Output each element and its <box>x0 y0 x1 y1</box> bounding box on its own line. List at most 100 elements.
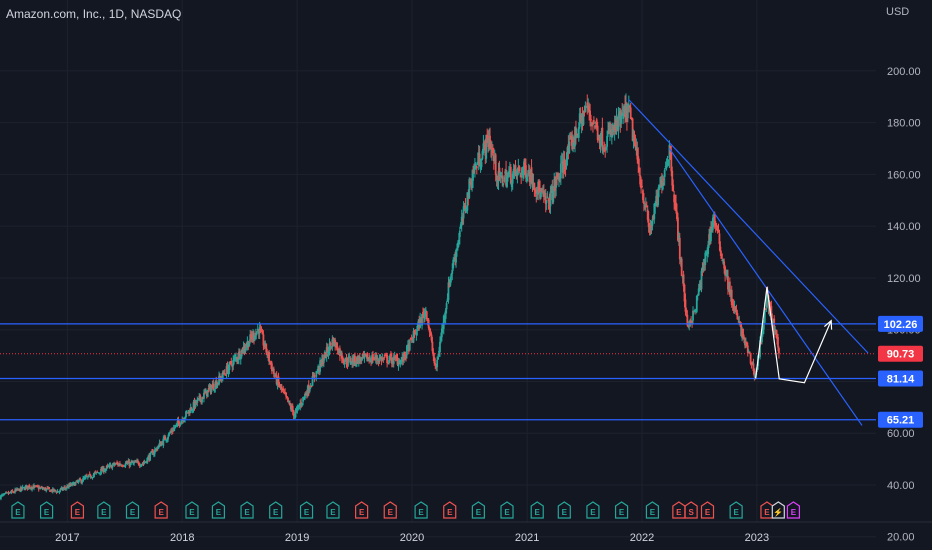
candle-body <box>588 106 591 112</box>
candle-body <box>41 487 44 489</box>
candle-body <box>482 143 485 154</box>
candle-body <box>347 356 350 364</box>
candle-body <box>415 332 418 336</box>
candle-body <box>473 167 475 174</box>
candle-body <box>460 216 463 226</box>
candle-body <box>87 474 90 477</box>
candle-body <box>33 485 35 489</box>
candle-body <box>231 366 234 368</box>
candle-body <box>455 250 457 263</box>
level-badge-3-bg <box>878 411 923 428</box>
earnings-icon <box>700 501 715 519</box>
candle-body <box>188 411 191 414</box>
candle-body <box>486 134 489 139</box>
earnings-icon <box>299 501 314 519</box>
candle-body <box>261 331 264 335</box>
candle-body <box>236 357 238 360</box>
candle-body <box>524 165 527 178</box>
candle-body <box>120 465 123 467</box>
candle-body <box>428 328 431 333</box>
candle-body <box>651 219 654 226</box>
candle-body <box>636 148 639 160</box>
candle-body <box>685 309 688 313</box>
candle-body <box>99 473 101 475</box>
earnings-icon-label: E <box>619 508 625 517</box>
candle-body <box>80 479 83 483</box>
candle-body <box>122 465 125 467</box>
candle-body <box>144 461 147 463</box>
earnings-icon-label: E <box>388 508 394 517</box>
candle-body <box>441 326 444 328</box>
candle-body <box>369 359 372 361</box>
candle-body <box>741 328 744 339</box>
candle-body <box>340 352 343 359</box>
candle-body <box>744 342 747 346</box>
candle-body <box>438 350 440 357</box>
candle-body <box>587 105 590 110</box>
candle-body <box>82 477 84 482</box>
earnings-icon-label: E <box>791 508 797 517</box>
candle-body <box>594 122 597 124</box>
candle-body <box>602 149 605 152</box>
candle-body <box>542 191 545 197</box>
candle-body <box>197 397 200 400</box>
candle-body <box>749 352 752 364</box>
candle-body <box>529 169 532 184</box>
candle-body <box>726 273 728 278</box>
candle-body <box>760 340 762 344</box>
candle-body <box>313 374 316 378</box>
candle-body <box>235 357 237 359</box>
candle-body <box>269 361 271 363</box>
candle-body <box>389 355 391 360</box>
candle-body <box>639 175 642 185</box>
candle-body <box>292 410 295 417</box>
candle-body <box>387 362 389 364</box>
candle-body <box>114 464 117 466</box>
candle-body <box>324 352 327 359</box>
candle-body <box>456 248 458 251</box>
candle-body <box>102 467 104 472</box>
candle-body <box>440 328 443 338</box>
candle-body <box>525 177 528 181</box>
candle-body <box>211 384 214 388</box>
candle-body <box>238 350 241 359</box>
candle-body <box>423 311 426 320</box>
candle-body <box>532 182 535 189</box>
candle-body <box>83 478 85 480</box>
candle-body <box>118 463 120 466</box>
candle-body <box>778 348 780 354</box>
candle-body <box>758 355 761 358</box>
level-badge-2: 81.14 <box>887 374 915 386</box>
candle-body <box>98 472 101 474</box>
candle-body <box>128 461 131 466</box>
earnings-icon-label: E <box>650 508 656 517</box>
candle-body <box>646 209 649 220</box>
candle-body <box>22 487 25 489</box>
candle-body <box>287 397 289 402</box>
candle-body <box>764 308 767 310</box>
candle-body <box>338 348 341 356</box>
candle-body <box>626 107 628 122</box>
candle-body <box>776 334 778 339</box>
candle-body <box>341 359 344 361</box>
candle-body <box>127 461 130 464</box>
candle-body <box>295 409 298 411</box>
candle-body <box>606 135 608 147</box>
candle-body <box>40 486 43 488</box>
candle-body <box>123 465 126 467</box>
candle-body <box>247 341 250 348</box>
candle-body <box>105 466 108 469</box>
candle-body <box>550 187 553 189</box>
candle-body <box>44 487 47 491</box>
y-tick-label: 140.00 <box>887 221 921 233</box>
candle-body <box>199 395 202 400</box>
candle-body <box>673 194 676 203</box>
candle-body <box>643 205 646 207</box>
candle-body <box>752 363 755 372</box>
candle-body <box>318 367 321 371</box>
candle-body <box>436 360 439 368</box>
earnings-icon <box>355 501 369 519</box>
candle-body <box>675 202 677 211</box>
